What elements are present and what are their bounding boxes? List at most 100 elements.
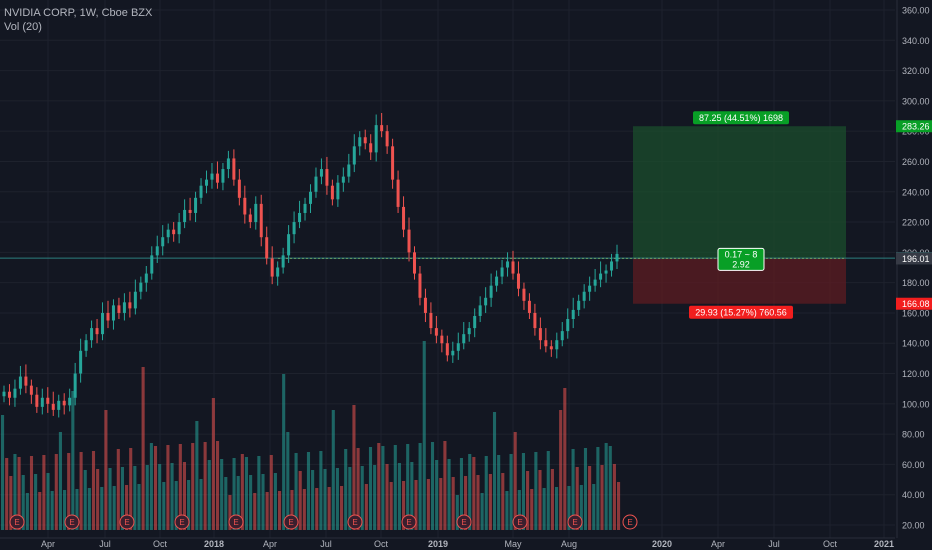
candle-body [188, 209, 192, 213]
position-zones[interactable]: 87.25 (44.51%) 1698 29.93 (15.27%) 760.56… [0, 111, 895, 319]
y-tick-label: 240.00 [902, 187, 930, 197]
x-tick-label: 2021 [874, 539, 894, 549]
volume-bar [211, 398, 215, 530]
x-tick-label: Oct [153, 539, 168, 549]
candle-body [111, 305, 115, 321]
candle-body [506, 261, 510, 268]
candle-body [215, 173, 219, 183]
candle-body [588, 285, 592, 292]
volume-bar [220, 459, 224, 530]
volume-bar [472, 457, 476, 530]
volume-bar [513, 432, 517, 530]
candle-body [117, 305, 121, 313]
candle-body [451, 350, 455, 356]
candle-body [40, 397, 44, 407]
candle-body [139, 282, 143, 292]
x-tick-label: 2019 [428, 539, 448, 549]
loss-label-box [689, 305, 793, 319]
price-tag-label: 166.08 [902, 299, 930, 309]
volume-bar [112, 486, 116, 530]
earnings-event-label: E [461, 518, 466, 527]
volume-bar [488, 474, 492, 530]
symbol-title[interactable]: NVIDIA CORP, 1W, Cboe BZX [4, 7, 153, 19]
candle-body [423, 297, 427, 313]
candle-body [527, 300, 531, 313]
volume-bar [414, 480, 418, 530]
y-tick-label: 300.00 [902, 96, 930, 106]
volume-bar [608, 446, 612, 530]
volume-bar [447, 459, 451, 530]
volume-bar [261, 474, 265, 530]
candle-body [259, 203, 263, 238]
volume-bar [323, 469, 327, 530]
candle-body [549, 346, 553, 350]
volume-bar [373, 465, 377, 530]
candle-body [495, 276, 499, 286]
volume-bar [559, 410, 563, 530]
x-tick-label: Jul [768, 539, 780, 549]
volume-bar [58, 432, 62, 530]
volume-bar [393, 445, 397, 530]
volume-bar [42, 455, 46, 530]
earnings-event-label: E [179, 518, 184, 527]
candle-body [177, 222, 181, 235]
time-axis[interactable]: Apr Jul Oct 2018 Apr Jul Oct 2019 May Aug 2020 Apr J… [0, 537, 895, 549]
candle-body [7, 391, 11, 398]
volume-bar [145, 465, 149, 530]
chart-legend: NVIDIA CORP, 1W, Cboe BZX Vol (20) [4, 6, 152, 34]
earnings-event-icon [347, 514, 363, 530]
volume-bar [492, 412, 497, 530]
candle-body [314, 176, 318, 192]
volume-bar [583, 448, 588, 530]
y-tick-label: 260.00 [902, 157, 930, 167]
earnings-event-label: E [572, 518, 577, 527]
volume-bar [385, 464, 389, 530]
volume-bar [538, 470, 542, 530]
candle-body [347, 164, 351, 177]
volume-bar [25, 493, 29, 530]
candle-body [396, 179, 400, 207]
volume-bar [571, 449, 575, 530]
earnings-event-icon [567, 514, 583, 530]
candle-body [593, 279, 597, 286]
candle-body [24, 376, 28, 386]
candle-body [445, 343, 449, 356]
x-tick-label: Jul [99, 539, 111, 549]
earnings-event-label: E [233, 518, 238, 527]
volume-bar [240, 454, 244, 530]
volume-bar [100, 487, 104, 530]
y-tick-label: 60.00 [902, 460, 925, 470]
volume-bar [579, 485, 583, 530]
candle-body [582, 291, 586, 301]
volume-bar [484, 456, 488, 530]
volume-bar [108, 468, 112, 530]
earnings-event-label: E [288, 518, 293, 527]
volume-bar [158, 464, 162, 530]
candle-body [101, 312, 105, 335]
volume-bar [344, 449, 348, 530]
volume-bar [381, 446, 385, 530]
price-axis[interactable]: 360.00340.00320.00300.00280.00260.00240.… [896, 0, 930, 538]
volume-bar [360, 466, 364, 530]
volume-bar [575, 467, 579, 530]
volume-indicator-label[interactable]: Vol (20) [4, 21, 42, 33]
candlesticks [2, 113, 619, 418]
candle-body [533, 312, 537, 329]
earnings-event-icon [401, 514, 417, 530]
ratio-label-line1: 0.17 ~ 8 [725, 249, 758, 259]
candle-body [95, 328, 99, 335]
earnings-event-icon [622, 514, 638, 530]
volume-bar [588, 466, 592, 530]
volume-bar [377, 443, 381, 530]
volume-bar [497, 455, 501, 530]
earnings-event-icon [456, 514, 472, 530]
candle-body [511, 261, 515, 274]
x-tick-label: Oct [374, 539, 389, 549]
volume-bar [83, 470, 87, 530]
candle-body [489, 285, 493, 298]
candle-body [516, 273, 520, 289]
candle-body [571, 309, 575, 319]
candle-body [133, 291, 137, 309]
